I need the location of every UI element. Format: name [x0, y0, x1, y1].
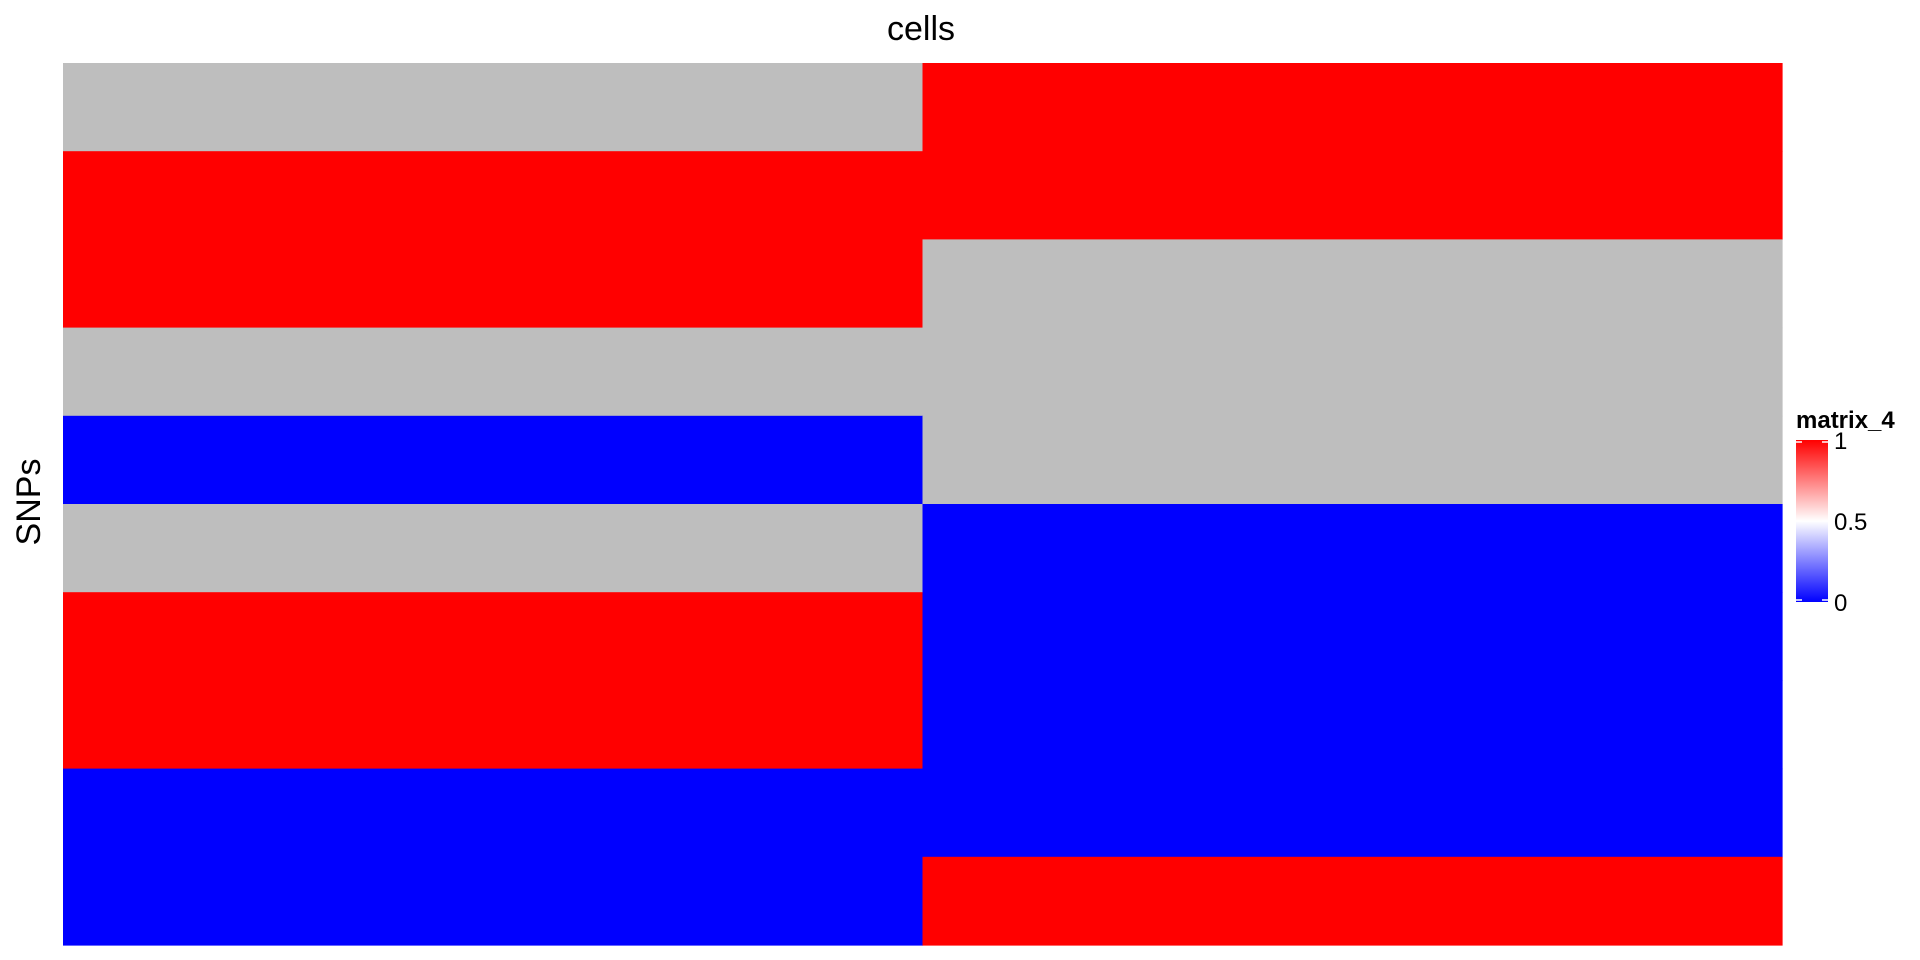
heatmap-cell: [63, 856, 924, 946]
heatmap-cell: [922, 415, 1783, 505]
heatmap-cell: [922, 768, 1783, 858]
heatmap-cell: [63, 239, 924, 329]
heatmap-cell: [63, 327, 924, 417]
legend-title: matrix_4: [1796, 407, 1895, 434]
chart-title: cells: [887, 10, 955, 48]
heatmap-cell: [63, 63, 924, 152]
y-axis-label: SNPs: [10, 459, 48, 546]
heatmap-cell: [63, 151, 924, 240]
heatmap-cell: [922, 504, 1783, 593]
heatmap-cell: [922, 327, 1783, 417]
heatmap-cell: [922, 856, 1783, 946]
legend-ticks: 10.50: [1796, 428, 1867, 617]
heatmap-cell: [63, 592, 924, 681]
heatmap-cell: [63, 415, 924, 505]
legend-tick-label: 0.5: [1834, 509, 1867, 536]
legend: matrix_4 10.50: [1796, 407, 1895, 617]
heatmap-cell: [63, 768, 924, 858]
legend-tick-label: 1: [1834, 428, 1847, 455]
heatmap-cell: [922, 63, 1783, 152]
heatmap-cell: [922, 592, 1783, 681]
legend-tick-label: 0: [1834, 590, 1847, 617]
heatmap-cell: [63, 680, 924, 770]
heatmap-cell: [63, 504, 924, 593]
heatmap-cells: [63, 63, 1783, 946]
heatmap-cell: [922, 151, 1783, 240]
heatmap-cell: [922, 239, 1783, 329]
heatmap-cell: [922, 680, 1783, 770]
